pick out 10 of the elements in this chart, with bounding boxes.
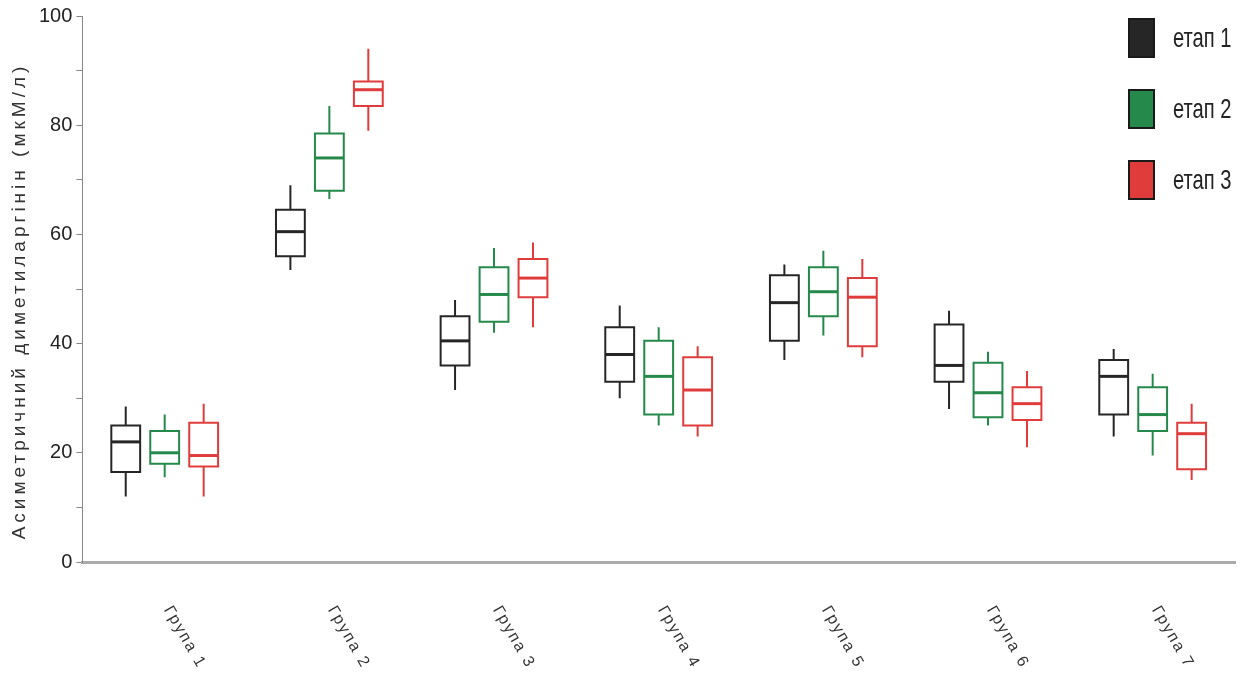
- y-tick-label: 80: [50, 112, 73, 135]
- legend-label: етап 2: [1173, 93, 1232, 125]
- y-tick-label: 100: [38, 3, 73, 26]
- y-tick-label: 20: [50, 440, 73, 463]
- y-tick-label: 40: [50, 331, 73, 354]
- legend-label: етап 1: [1173, 22, 1232, 54]
- legend-label: етап 3: [1173, 164, 1232, 196]
- y-tick-label: 0: [61, 549, 73, 572]
- y-axis-title: Асиметричний диметиларгінін (мкМ/л): [7, 62, 30, 540]
- y-tick-label: 60: [50, 221, 73, 244]
